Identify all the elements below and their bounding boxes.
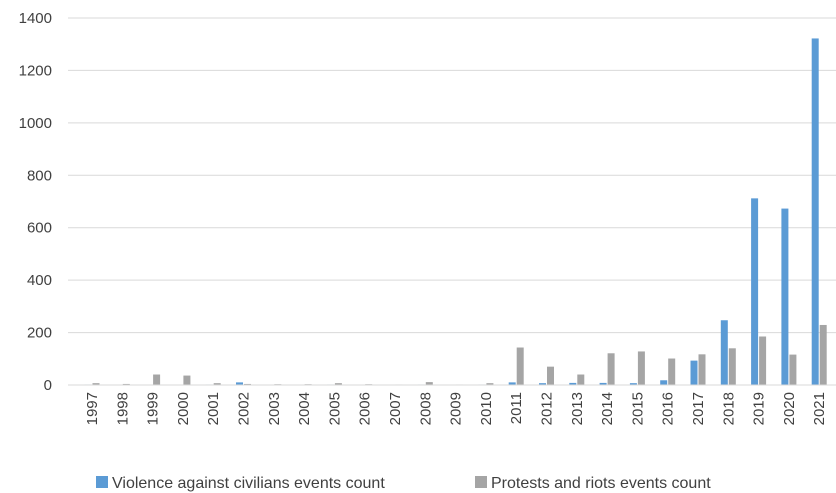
bar-protests (698, 354, 706, 385)
y-tick-label: 800 (27, 167, 52, 184)
x-tick-label: 2020 (781, 392, 798, 425)
x-tick-label: 2019 (751, 392, 768, 425)
x-tick-label: 2017 (690, 392, 707, 425)
bar-protests (819, 324, 827, 385)
bar-protests (92, 383, 100, 385)
bar-violence (781, 208, 789, 385)
y-tick-label: 400 (27, 272, 52, 289)
bar-violence (539, 383, 546, 385)
x-tick-label: 2015 (629, 392, 646, 425)
bar-protests (425, 382, 433, 385)
bar-violence (690, 360, 698, 385)
x-tick-label: 2016 (660, 392, 677, 425)
bar-protests (334, 383, 342, 385)
bar-violence (720, 320, 728, 385)
x-tick-label: 2014 (599, 392, 616, 425)
bar-violence (811, 38, 819, 385)
bar-protests (516, 347, 524, 385)
y-tick-label: 0 (44, 377, 52, 394)
bar-protests (122, 383, 130, 385)
x-tick-label: 2018 (720, 392, 737, 425)
x-tick-label: 2003 (266, 392, 283, 425)
x-tick-label: 2011 (508, 392, 525, 424)
bar-protests (577, 374, 585, 385)
bar-protests (728, 348, 736, 385)
bar-violence (569, 382, 577, 385)
x-tick-label: 2000 (175, 392, 192, 425)
bar-violence (236, 382, 243, 385)
bar-protests (637, 351, 645, 385)
x-tick-label: 1998 (114, 392, 131, 425)
bar-violence (599, 382, 607, 385)
y-tick-label: 1200 (19, 62, 52, 79)
y-tick-label: 200 (27, 325, 52, 342)
bar-violence (508, 382, 516, 385)
legend-label: Protests and riots events count (491, 475, 711, 492)
bar-protests (547, 366, 554, 385)
x-tick-label: 2010 (478, 392, 495, 425)
y-tick-label: 600 (27, 220, 52, 237)
bar-violence (629, 383, 637, 385)
x-tick-label: 2002 (236, 392, 253, 425)
y-tick-label: 1000 (19, 115, 52, 132)
x-tick-label: 2004 (296, 392, 313, 425)
gridlines (68, 17, 836, 334)
legend: Violence against civilians events count P… (96, 475, 711, 492)
bar-protests (244, 383, 251, 385)
bar-protests (789, 354, 797, 385)
x-axis: 1997 1998 1999 2000 2001 2002 2003 2004 2005 2006… (84, 392, 828, 425)
bar-protests (759, 336, 767, 385)
x-tick-label: 1997 (84, 392, 101, 425)
x-tick-label: 2001 (205, 392, 222, 425)
bar-protests (607, 353, 615, 385)
bar-protests (213, 383, 221, 385)
bar-protests (668, 358, 676, 385)
y-axis: 0 200 400 600 800 1000 1200 1400 (19, 10, 52, 394)
bar-protests (153, 374, 161, 385)
x-tick-label: 2006 (357, 392, 374, 425)
x-tick-label: 2005 (326, 392, 343, 425)
x-tick-label: 2007 (387, 392, 404, 425)
legend-swatch (96, 476, 108, 488)
x-tick-label: 2012 (539, 392, 556, 425)
x-tick-label: 2008 (417, 392, 434, 425)
legend-label: Violence against civilians events count (112, 475, 385, 492)
bar-violence (660, 380, 668, 385)
x-tick-label: 1999 (145, 392, 162, 425)
x-tick-label: 2009 (448, 392, 465, 425)
bar-protests (183, 375, 191, 385)
legend-swatch (475, 476, 487, 488)
y-tick-label: 1400 (19, 10, 52, 27)
bar-protests (486, 383, 494, 385)
x-tick-label: 2021 (811, 392, 828, 425)
bar-violence (751, 198, 759, 385)
x-tick-label: 2013 (569, 392, 586, 425)
